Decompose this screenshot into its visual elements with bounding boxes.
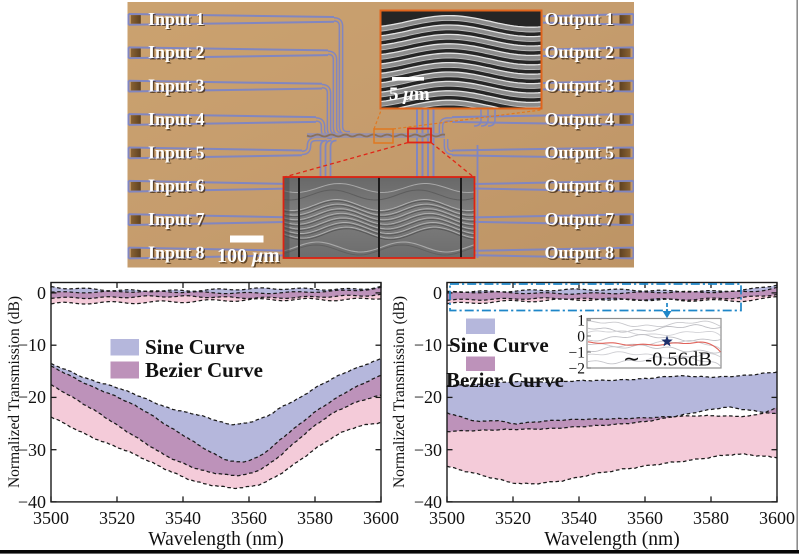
svg-text:−20: −20 — [414, 387, 442, 407]
svg-text:5 μm: 5 μm — [389, 84, 430, 105]
svg-text:−10: −10 — [414, 335, 442, 355]
svg-text:Bezier Curve: Bezier Curve — [145, 358, 263, 382]
svg-text:100 μm: 100 μm — [218, 246, 281, 268]
svg-text:Sine Curve: Sine Curve — [145, 335, 245, 359]
svg-text:Input 7: Input 7 — [149, 210, 206, 230]
svg-text:3560: 3560 — [231, 508, 267, 528]
svg-text:Normalized Transmission (dB): Normalized Transmission (dB) — [391, 296, 408, 488]
svg-text:−10: −10 — [18, 335, 46, 355]
svg-text:Output 4: Output 4 — [546, 110, 616, 130]
svg-text:Output 3: Output 3 — [546, 77, 616, 97]
svg-text:3520: 3520 — [495, 508, 531, 528]
svg-text:−2: −2 — [569, 361, 586, 378]
svg-text:Wavelength (nm): Wavelength (nm) — [544, 529, 679, 550]
svg-text:1: 1 — [577, 313, 585, 330]
svg-text:Output 1: Output 1 — [546, 10, 616, 30]
svg-text:Output 3: Output 3 — [544, 76, 614, 96]
svg-text:−40: −40 — [414, 492, 442, 512]
svg-text:Input 4: Input 4 — [149, 110, 206, 130]
svg-text:Input 8: Input 8 — [148, 242, 205, 262]
svg-text:3580: 3580 — [297, 508, 333, 528]
svg-text:−1: −1 — [569, 345, 586, 362]
svg-text:Input 2: Input 2 — [149, 44, 206, 64]
svg-text:Input 3: Input 3 — [148, 76, 205, 96]
svg-text:Input 5: Input 5 — [148, 142, 205, 162]
svg-text:−30: −30 — [414, 440, 442, 460]
svg-text:Wavelength (nm): Wavelength (nm) — [148, 529, 283, 550]
svg-text:Output 2: Output 2 — [544, 42, 614, 62]
svg-text:Bezier Curve: Bezier Curve — [446, 368, 564, 392]
svg-text:3500: 3500 — [33, 508, 69, 528]
svg-text:Output 6: Output 6 — [546, 177, 616, 197]
svg-text:3540: 3540 — [165, 508, 201, 528]
svg-text:Output 8: Output 8 — [546, 244, 616, 264]
svg-text:−20: −20 — [18, 387, 46, 407]
svg-text:Input 3: Input 3 — [149, 77, 206, 97]
svg-text:−30: −30 — [18, 440, 46, 460]
svg-text:Output 8: Output 8 — [544, 242, 614, 262]
svg-text:Output 7: Output 7 — [544, 209, 614, 229]
svg-text:100 μm: 100 μm — [217, 245, 280, 267]
svg-text:Output 5: Output 5 — [546, 144, 616, 164]
svg-text:Input 4: Input 4 — [148, 109, 205, 129]
svg-text:3540: 3540 — [561, 508, 597, 528]
svg-text:Sine Curve: Sine Curve — [449, 333, 549, 357]
svg-text:Input 6: Input 6 — [149, 177, 206, 197]
svg-text:3560: 3560 — [627, 508, 663, 528]
svg-text:0: 0 — [433, 283, 442, 303]
svg-text:Input 6: Input 6 — [148, 176, 205, 196]
svg-text:Input 1: Input 1 — [149, 10, 206, 30]
svg-text:Input 5: Input 5 — [149, 144, 206, 164]
svg-text:0: 0 — [577, 329, 585, 346]
svg-text:3520: 3520 — [99, 508, 135, 528]
svg-text:Input 2: Input 2 — [148, 42, 205, 62]
svg-text:−40: −40 — [18, 492, 46, 512]
svg-text:0: 0 — [37, 283, 46, 303]
svg-text:3500: 3500 — [429, 508, 465, 528]
svg-text:3600: 3600 — [363, 508, 399, 528]
svg-text:∼ -0.56dB: ∼ -0.56dB — [623, 349, 712, 371]
svg-text:3600: 3600 — [759, 508, 795, 528]
svg-text:Input 8: Input 8 — [149, 244, 206, 264]
svg-text:Output 1: Output 1 — [544, 9, 614, 29]
svg-text:Output 5: Output 5 — [544, 142, 614, 162]
svg-text:Input 1: Input 1 — [148, 9, 205, 29]
svg-text:Normalized Transmission (dB): Normalized Transmission (dB) — [6, 296, 23, 488]
svg-text:3580: 3580 — [693, 508, 729, 528]
svg-text:Output 2: Output 2 — [546, 44, 616, 64]
svg-text:Output 4: Output 4 — [544, 109, 614, 129]
svg-text:Output 6: Output 6 — [544, 176, 614, 196]
svg-text:Output 7: Output 7 — [546, 210, 616, 230]
svg-text:Input 7: Input 7 — [148, 209, 205, 229]
